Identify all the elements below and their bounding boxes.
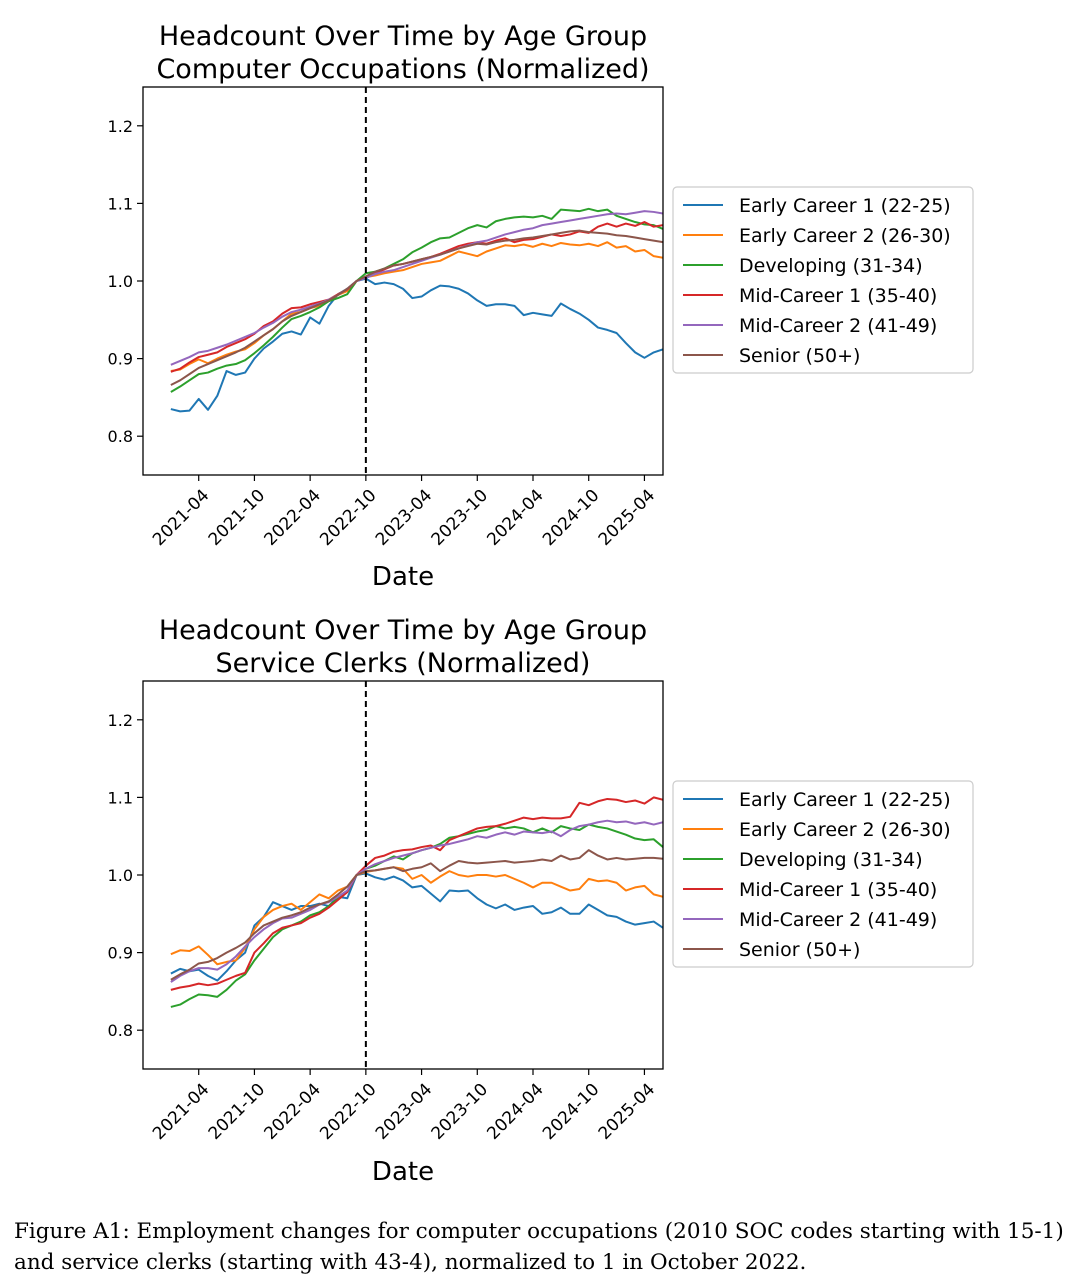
chart-title: Headcount Over Time by Age Group (159, 615, 647, 646)
x-tick-label: 2025-04 (595, 486, 659, 550)
plot-frame (142, 86, 664, 476)
legend-label-2: Early Career 2 (26-30) (739, 819, 951, 841)
chart-1: Headcount Over Time by Age GroupComputer… (108, 21, 974, 592)
x-tick-label: 2023-04 (372, 1080, 436, 1144)
series-line-1 (170, 872, 663, 982)
plot-frame (142, 680, 664, 1070)
series-line-2 (170, 866, 663, 966)
x-tick-label: 2024-04 (483, 486, 547, 550)
y-tick-label: 1.1 (108, 788, 133, 807)
x-tick-label: 2023-04 (372, 486, 436, 550)
x-tick-label: 2024-10 (539, 1080, 603, 1144)
chart-subtitle: Service Clerks (Normalized) (216, 648, 591, 679)
legend-label-6: Senior (50+) (739, 345, 860, 367)
legend-label-1: Early Career 1 (22-25) (739, 789, 951, 811)
y-tick-label: 1.0 (108, 866, 133, 885)
x-tick-label: 2021-04 (149, 486, 213, 550)
series-group (170, 207, 663, 413)
figure: Headcount Over Time by Age GroupComputer… (108, 21, 974, 1187)
series-line-2 (170, 241, 663, 373)
legend-frame (672, 186, 974, 374)
legend-label-4: Mid-Career 1 (35-40) (739, 879, 937, 901)
series-line-6 (170, 229, 663, 386)
y-tick-label: 0.9 (108, 944, 133, 963)
x-tick-label: 2022-04 (261, 1080, 325, 1144)
x-tick-label: 2024-04 (483, 1080, 547, 1144)
x-tick-label: 2021-10 (205, 1080, 269, 1144)
series-line-3 (170, 207, 663, 393)
chart-title: Headcount Over Time by Age Group (159, 21, 647, 52)
legend-label-6: Senior (50+) (739, 939, 860, 961)
y-tick-label: 1.2 (108, 117, 133, 136)
legend-label-5: Mid-Career 2 (41-49) (739, 315, 937, 337)
x-tick-label: 2021-10 (205, 486, 269, 550)
x-tick-label: 2022-10 (316, 1080, 380, 1144)
legend: Early Career 1 (22-25) Early Career 2 (26… (672, 780, 974, 968)
legend-label-3: Developing (31-34) (739, 849, 923, 871)
series-line-1 (170, 277, 663, 413)
x-axis-label: Date (372, 562, 434, 592)
y-tick-label: 0.9 (108, 350, 133, 369)
figure-caption: Figure A1: Employment changes for comput… (14, 1219, 1064, 1275)
x-axis-label: Date (372, 1157, 434, 1187)
legend-label-3: Developing (31-34) (739, 255, 923, 277)
series-line-3 (170, 823, 663, 1008)
legend: Early Career 1 (22-25) Early Career 2 (26… (672, 186, 974, 374)
x-tick-label: 2025-04 (595, 1080, 659, 1144)
legend-label-1: Early Career 1 (22-25) (739, 195, 951, 217)
series-line-6 (170, 849, 663, 981)
y-tick-label: 1.0 (108, 272, 133, 291)
legend-label-5: Mid-Career 2 (41-49) (739, 909, 937, 931)
series-line-5 (170, 210, 663, 366)
y-tick-label: 0.8 (108, 1021, 133, 1040)
legend-label-2: Early Career 2 (26-30) (739, 225, 951, 247)
series-line-4 (170, 796, 663, 991)
x-tick-label: 2021-04 (149, 1080, 213, 1144)
y-tick-label: 0.8 (108, 427, 133, 446)
chart-2: Headcount Over Time by Age GroupService … (108, 615, 974, 1187)
legend-frame (672, 780, 974, 968)
x-tick-label: 2024-10 (539, 486, 603, 550)
x-tick-label: 2022-10 (316, 486, 380, 550)
series-group (170, 796, 663, 1008)
series-line-5 (170, 819, 663, 983)
y-tick-label: 1.1 (108, 194, 133, 213)
y-tick-label: 1.2 (108, 711, 133, 730)
x-tick-label: 2023-10 (428, 486, 492, 550)
x-tick-label: 2022-04 (261, 486, 325, 550)
legend-label-4: Mid-Career 1 (35-40) (739, 285, 937, 307)
x-tick-label: 2023-10 (428, 1080, 492, 1144)
chart-subtitle: Computer Occupations (Normalized) (156, 54, 649, 85)
